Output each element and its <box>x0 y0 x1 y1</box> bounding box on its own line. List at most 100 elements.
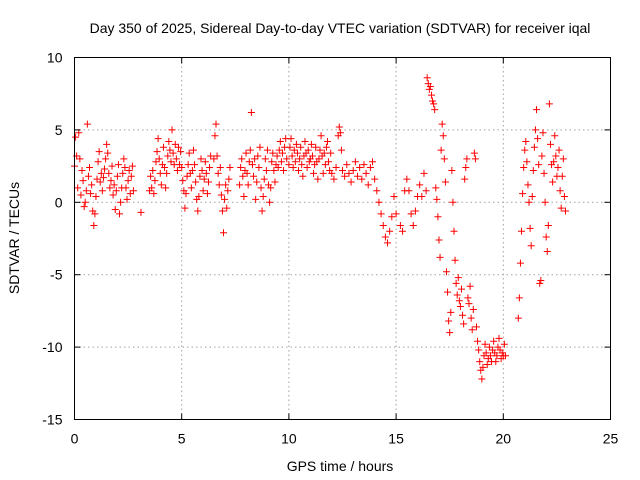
data-point <box>210 155 218 163</box>
data-point <box>482 349 490 357</box>
data-point <box>475 346 483 354</box>
data-point <box>76 155 84 163</box>
data-point <box>303 164 311 172</box>
data-point <box>150 190 158 198</box>
data-point <box>542 233 550 241</box>
data-point <box>551 132 559 140</box>
data-point <box>243 169 251 177</box>
data-point <box>137 208 145 216</box>
data-point <box>199 187 207 195</box>
data-point <box>120 155 128 163</box>
data-point <box>492 358 500 366</box>
x-tick-label: 10 <box>281 431 297 447</box>
data-point <box>523 158 531 166</box>
data-point <box>531 126 539 134</box>
data-point <box>123 195 131 203</box>
data-point <box>454 274 462 282</box>
data-point <box>161 164 169 172</box>
data-point <box>356 164 364 172</box>
data-point <box>168 126 176 134</box>
data-point <box>226 164 234 172</box>
data-point <box>407 210 415 218</box>
data-point <box>521 146 529 154</box>
data-point <box>259 193 267 201</box>
data-point <box>298 161 306 169</box>
data-point <box>451 256 459 264</box>
data-point <box>478 375 486 383</box>
data-point <box>377 210 385 218</box>
data-point <box>345 169 353 177</box>
data-point <box>360 161 368 169</box>
data-point <box>182 190 190 198</box>
data-point <box>167 158 175 166</box>
data-point <box>164 152 172 160</box>
data-point <box>435 236 443 244</box>
data-point <box>550 158 558 166</box>
data-point <box>522 137 530 145</box>
data-point <box>439 132 447 140</box>
data-point <box>83 120 91 128</box>
data-point <box>162 184 170 192</box>
data-point <box>263 146 271 154</box>
data-point <box>493 352 501 360</box>
data-point <box>88 181 96 189</box>
y-tick-label: -5 <box>50 267 63 283</box>
data-point <box>555 146 563 154</box>
data-point <box>452 279 460 287</box>
data-point <box>79 177 87 185</box>
data-point <box>495 334 503 342</box>
data-point <box>305 158 313 166</box>
data-point <box>250 172 258 180</box>
data-point <box>448 166 456 174</box>
data-point <box>559 155 567 163</box>
data-point <box>322 143 330 151</box>
data-point <box>337 146 345 154</box>
data-point <box>461 175 469 183</box>
data-point <box>274 164 282 172</box>
data-point <box>431 106 439 114</box>
data-point <box>223 204 231 212</box>
data-point <box>191 161 199 169</box>
data-point <box>392 210 400 218</box>
data-point <box>187 184 195 192</box>
data-point <box>409 221 417 229</box>
data-point <box>545 100 553 108</box>
data-point <box>203 190 211 198</box>
data-point <box>102 155 110 163</box>
data-point <box>328 169 336 177</box>
data-point <box>388 213 396 221</box>
data-point <box>354 172 362 180</box>
data-point <box>457 285 465 293</box>
data-point <box>267 184 275 192</box>
data-point <box>366 164 374 172</box>
data-point <box>432 184 440 192</box>
data-point <box>292 140 300 148</box>
data-point <box>244 181 252 189</box>
data-point <box>539 129 547 137</box>
data-point <box>320 149 328 157</box>
data-point <box>312 143 320 151</box>
data-point <box>384 239 392 247</box>
data-point <box>436 253 444 261</box>
data-point <box>253 178 261 186</box>
data-point <box>469 305 477 313</box>
data-point <box>418 193 426 201</box>
data-point <box>104 149 112 157</box>
data-point <box>157 181 165 189</box>
data-point <box>75 129 83 137</box>
data-point <box>323 137 331 145</box>
data-point <box>396 221 404 229</box>
data-point <box>444 288 452 296</box>
data-point <box>84 172 92 180</box>
data-point <box>520 164 528 172</box>
data-point <box>462 164 470 172</box>
data-point <box>422 187 430 195</box>
data-point <box>125 166 133 174</box>
data-point <box>172 155 180 163</box>
data-point <box>121 164 129 172</box>
data-point <box>101 165 109 173</box>
data-point <box>483 360 491 368</box>
data-point <box>544 221 552 229</box>
data-point <box>261 155 269 163</box>
data-point <box>166 146 174 154</box>
